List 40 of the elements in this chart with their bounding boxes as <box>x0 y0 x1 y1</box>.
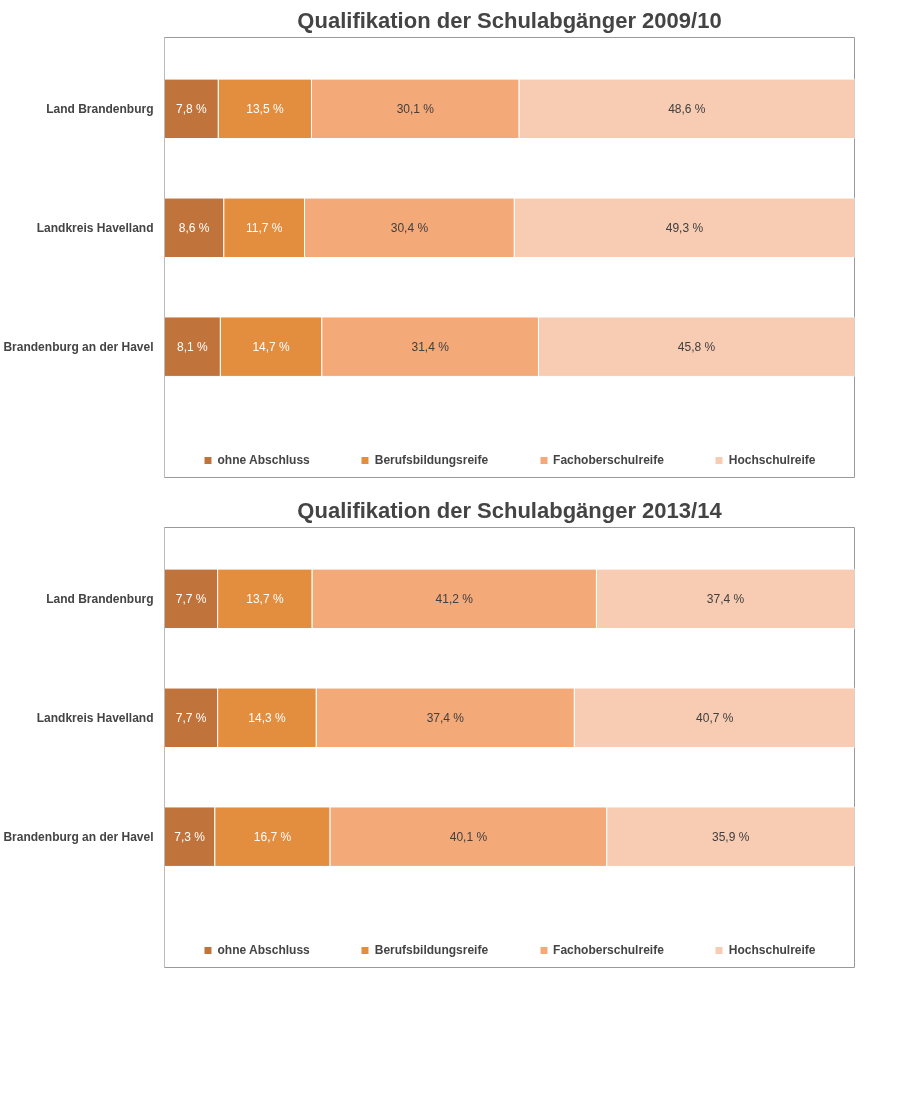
chart-title: Qualifikation der Schulabgänger 2009/10 <box>297 7 722 33</box>
data-label: 49,3 % <box>665 220 704 235</box>
data-label: 41,2 % <box>435 591 474 606</box>
y-tick-label: Brandenburg an der Havel <box>3 339 154 354</box>
data-label: 7,8 % <box>176 101 208 116</box>
data-label: 8,1 % <box>177 339 209 354</box>
data-label: 14,3 % <box>248 710 286 725</box>
data-label: 40,7 % <box>696 710 734 725</box>
data-label: 8,6 % <box>178 220 210 235</box>
y-tick-label: Landkreis Havelland <box>36 220 154 235</box>
y-tick-label: Land Brandenburg <box>46 101 154 116</box>
data-label: 40,1 % <box>449 829 488 844</box>
legend-label: ohne Abschluss <box>217 943 310 957</box>
data-label: 13,7 % <box>246 591 284 606</box>
data-label: 7,3 % <box>174 829 206 844</box>
data-label: 30,4 % <box>390 220 429 235</box>
legend-label: ohne Abschluss <box>217 453 310 467</box>
data-label: 30,1 % <box>396 101 435 116</box>
data-label: 48,6 % <box>668 101 706 116</box>
legend-label: Fachoberschulreife <box>553 943 664 957</box>
data-label: 37,4 % <box>706 591 745 606</box>
data-label: 13,5 % <box>246 101 284 116</box>
chart-title: Qualifikation der Schulabgänger 2013/14 <box>297 497 723 523</box>
y-tick-label: Land Brandenburg <box>46 591 154 606</box>
legend-label: Fachoberschulreife <box>553 453 664 467</box>
legend-label: Hochschulreife <box>728 943 816 957</box>
y-tick-label: Landkreis Havelland <box>36 710 154 725</box>
y-tick-label: Brandenburg an der Havel <box>3 829 154 844</box>
data-label: 7,7 % <box>175 710 207 725</box>
data-label: 45,8 % <box>677 339 716 354</box>
data-label: 16,7 % <box>253 829 292 844</box>
legend-label: Berufsbildungsreife <box>374 453 489 467</box>
data-label: 14,7 % <box>252 339 291 354</box>
legend-label: Hochschulreife <box>728 453 816 467</box>
data-label: 31,4 % <box>411 339 450 354</box>
data-label: 37,4 % <box>426 710 465 725</box>
data-label: 11,7 % <box>245 220 283 235</box>
data-label: 7,7 % <box>175 591 207 606</box>
legend-label: Berufsbildungsreife <box>374 943 489 957</box>
data-label: 35,9 % <box>711 829 750 844</box>
